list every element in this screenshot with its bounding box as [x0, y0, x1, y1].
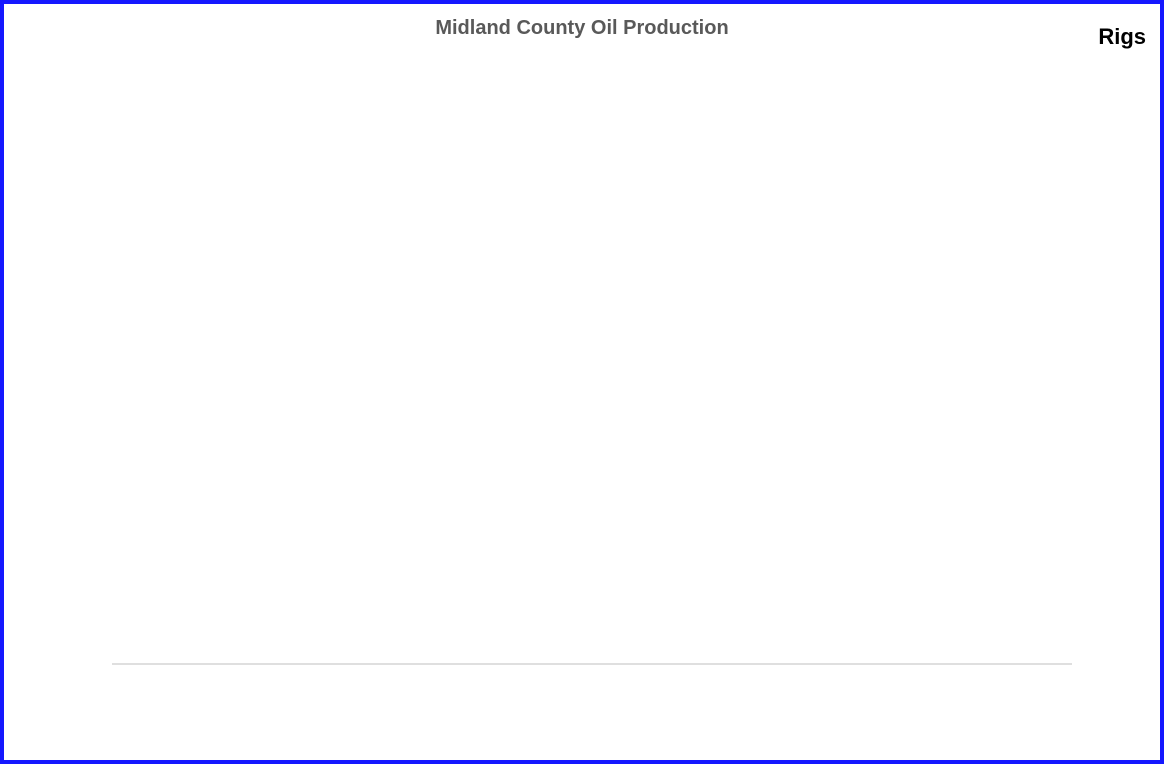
chart-bg — [4, 4, 1160, 760]
chart-svg: Midland County Oil Production Rigs — [4, 4, 1160, 760]
chart-container: Midland County Oil Production Rigs — [0, 0, 1164, 764]
y-right-label: Rigs — [1098, 24, 1146, 49]
chart-title: Midland County Oil Production — [435, 17, 728, 39]
